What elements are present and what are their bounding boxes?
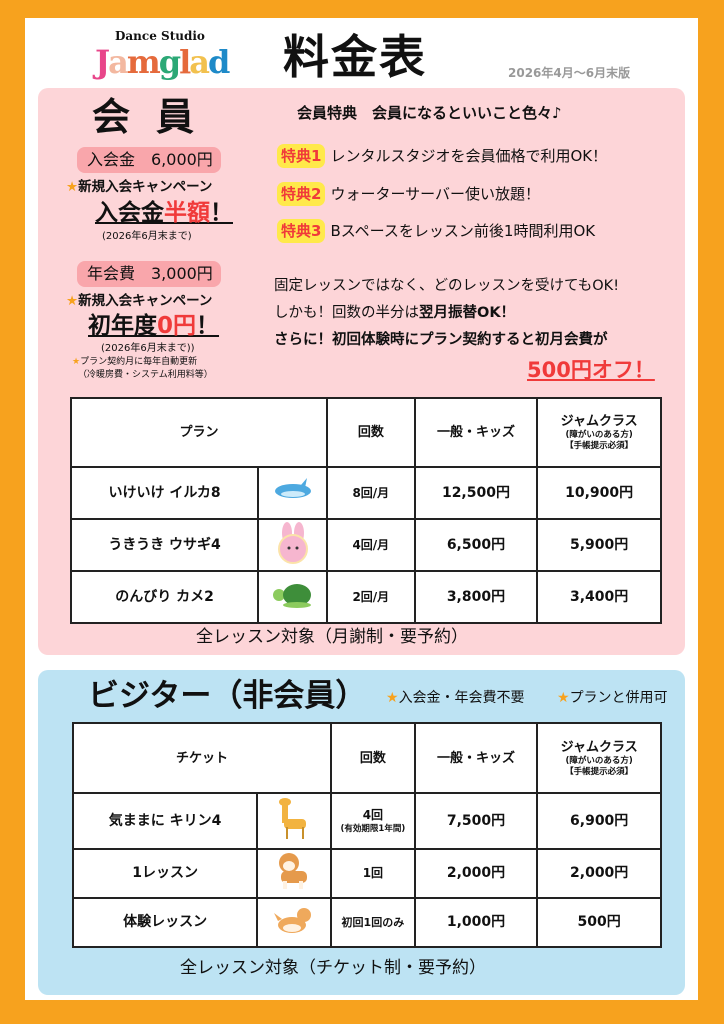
header-count: 回数 [330,722,416,794]
dolphin-icon [274,477,311,498]
table-row: いけいけ イルカ8 8回/月 12,500円 10,900円 [69,466,662,520]
member-heading: 会員 [92,95,221,139]
visitor-note: ★入会金・年会費不要 [386,690,525,706]
star-icon: ★ [66,293,79,309]
star-icon: ★ [557,690,570,706]
logo-subtitle: Dance Studio [115,29,205,43]
header-ticket: チケット [71,722,333,794]
benefit-item: 特典3 Bスペースをレッスン前後1時間利用OK [277,219,595,243]
benefit-item: 特典2 ウォーターサーバー使い放題！ [277,182,540,206]
info-line: 固定レッスンではなく、どのレッスンを受けてもOK! [274,278,620,294]
campaign-until: (2026年6月末まで) [102,231,192,242]
header-general: 一般・キッズ [413,722,539,794]
header-count: 回数 [326,397,416,468]
first-year-free-headline: 初年度0円！ [88,313,220,339]
table-row: 1レッスン 1回 2,000円 2,000円 [71,848,662,899]
discount-highlight: 500円オフ！ [527,358,655,382]
shiba-dog-icon [279,853,308,889]
info-line: しかも！回数の半分は翌月振替OK！ [274,305,516,321]
campaign-label: ★新規入会キャンペーン [66,293,213,309]
benefits-title: 会員特典 会員になるといいこと色々♪ [297,104,562,122]
jamglad-logo: Dance Studio Jamglad [95,30,245,82]
edition-label: 2026年4月〜6月末版 [508,66,631,80]
table-row: うきうき ウサギ4 4回/月 6,500円 5,900円 [69,518,662,572]
annual-fee: 年会費 3,000円 [77,261,221,287]
rabbit-icon [277,521,308,564]
table-row: のんびり カメ2 2回/月 3,800円 3,400円 [69,570,662,624]
header-plan: プラン [70,397,328,468]
turtle-icon [272,583,311,608]
entry-fee: 入会金 6,000円 [77,147,221,173]
member-footer: 全レッスン対象（月謝制・要予約） [196,627,468,647]
table-row: 体験レッスン 初回1回のみ 1,000円 500円 [71,897,662,948]
giraffe-icon [279,797,307,839]
visitor-ticket-table: チケット 回数 一般・キッズ ジャムクラス (障がいのある方) 【手帳提示必須】 気ままに… [71,722,662,948]
campaign-until: (2026年6月末まで)) [101,343,195,354]
renewal-note: ★プラン契約月に毎年自動更新 [72,357,198,367]
info-line: さらに！初回体験時にプラン契約すると初月会費が [274,332,608,348]
visitor-heading: ビジター（非会員） [88,678,367,714]
page-title: 料金表 [283,30,427,84]
star-icon: ★ [66,179,79,195]
corgi-dog-icon [274,908,312,933]
header-general: 一般・キッズ [413,397,539,468]
header-jam: ジャムクラス (障がいのある方) 【手帳提示必須】 [536,397,662,468]
renewal-note-detail: （冷暖房費・システム利用料等） [78,370,213,380]
table-row: 気ままに キリン4 4回 (有効期限1年間) 7,500円 6,900円 [71,792,662,850]
visitor-footer: 全レッスン対象（チケット制・要予約） [180,958,486,978]
member-plan-table: プラン 回数 一般・キッズ ジャムクラス (障がいのある方) 【手帳提示必須】 いけいけ … [69,397,662,624]
half-price-headline: 入会金半額！ [95,200,233,226]
benefit-item: 特典1 レンタルスタジオを会員価格で利用OK！ [277,144,607,168]
visitor-note: ★プランと併用可 [557,690,668,706]
logo-wordmark: Jamglad [95,43,230,81]
campaign-label: ★新規入会キャンペーン [66,179,213,195]
header-jam: ジャムクラス (障がいのある方) 【手帳提示必須】 [536,722,662,794]
star-icon: ★ [386,690,399,706]
